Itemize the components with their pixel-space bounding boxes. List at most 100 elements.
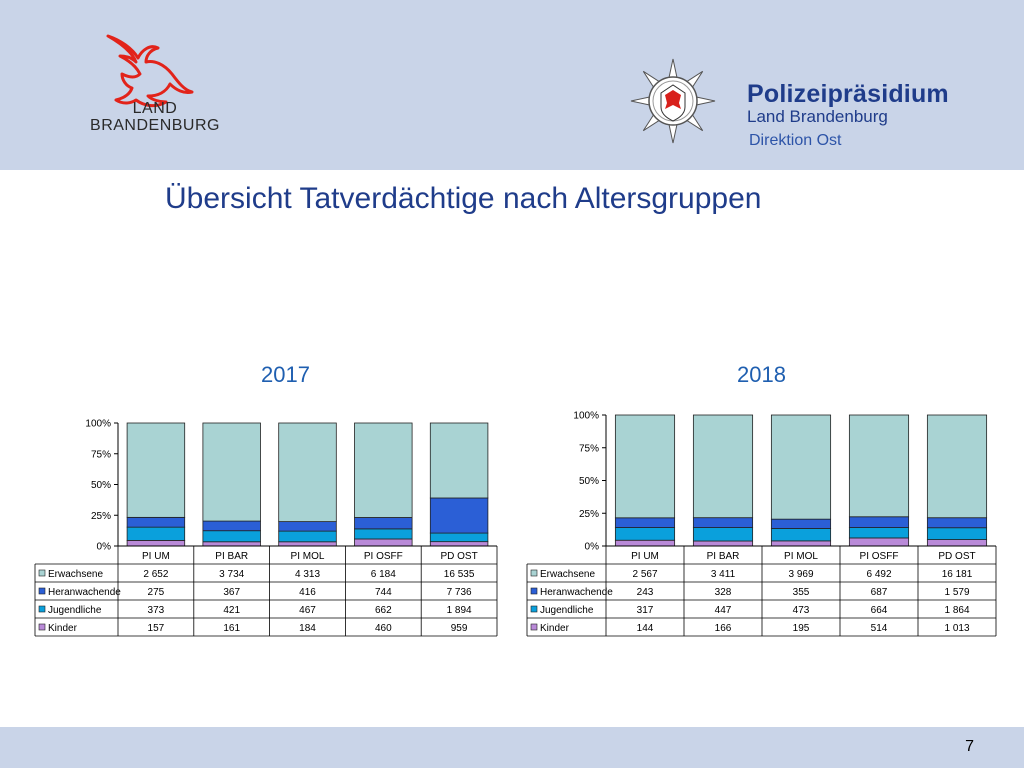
series-label: Kinder [48,623,78,634]
chart-2017-title: 2017 [261,362,310,387]
data-label: 6 492 [866,569,891,580]
data-label: 166 [715,623,732,634]
data-label: 373 [148,605,165,616]
footer-band [0,727,1024,768]
bar-segment-kinder-3 [354,538,413,547]
data-label: 664 [871,605,888,616]
y-tick-label: 50% [579,476,599,487]
bar-segment-heranwachende-3 [848,516,910,528]
data-label: 744 [375,587,392,598]
bar-segment-kinder-1 [692,540,754,547]
bar-segment-jugendliche-1 [692,527,754,542]
data-label: 4 313 [295,569,320,580]
y-tick-label: 50% [91,480,111,491]
legend-key-jugendliche [38,605,46,613]
bar-segment-erwachsene-0 [126,422,186,518]
bar-segment-kinder-2 [278,541,337,547]
category-label: PI MOL [784,551,818,562]
bar-segment-erwachsene-3 [354,422,413,518]
y-tick-label: 75% [91,449,111,460]
chart-2018-title: 2018 [737,362,786,387]
data-label: 2 652 [143,569,168,580]
legend-key-heranwachende [530,587,538,595]
bar-segment-kinder-0 [614,539,676,547]
y-tick-label: 0% [97,542,112,553]
y-tick-label: 25% [91,511,111,522]
series-label: Jugendliche [48,605,102,616]
bar-segment-heranwachende-4 [926,517,988,529]
series-label: Heranwachende [540,587,613,598]
bar-segment-jugendliche-3 [848,527,910,539]
bar-segment-heranwachende-3 [354,517,413,530]
chart-2017: 0% 25% 50% 75% 100% PI UM PI BAR PI MOL PI OSFF P… [34,419,498,637]
bar-segment-jugendliche-1 [202,530,261,543]
data-label: 161 [223,623,240,634]
legend-key-kinder [530,623,538,631]
bar-segment-kinder-4 [429,541,489,547]
bar-segment-kinder-1 [202,541,261,547]
data-label: 157 [148,623,165,634]
data-label: 16 181 [942,569,973,580]
data-label: 1 579 [944,587,969,598]
data-label: 416 [299,587,316,598]
bar-segment-jugendliche-0 [614,527,676,541]
data-label: 1 864 [944,605,969,616]
legend-key-heranwachende [38,587,46,595]
category-label: PI UM [142,551,170,562]
bar-segment-jugendliche-2 [278,530,337,543]
data-label: 2 567 [632,569,657,580]
data-label: 243 [637,587,654,598]
page-number: 7 [965,738,974,755]
data-label: 447 [715,605,732,616]
series-label: Erwachsene [48,569,103,580]
chart-2018: 0% 25% 50% 75% 100% PI UM PI BAR PI MOL PI OSFF P… [526,411,997,637]
bar-segment-heranwachende-2 [278,521,337,532]
category-label: PI OSFF [860,551,899,562]
bar-segment-erwachsene-3 [848,414,910,518]
data-label: 687 [871,587,888,598]
category-label: PI MOL [291,551,325,562]
y-tick-label: 100% [573,411,599,422]
category-label: PI OSFF [364,551,403,562]
bar-segment-kinder-0 [126,540,186,547]
police-star-icon [630,58,716,144]
category-label: PI BAR [215,551,248,562]
data-label: 275 [148,587,165,598]
bar-segment-heranwachende-1 [692,517,754,528]
series-label: Erwachsene [540,569,595,580]
data-label: 355 [793,587,810,598]
bar-segment-jugendliche-4 [926,527,988,540]
series-label: Heranwachende [48,587,121,598]
series-label: Jugendliche [540,605,594,616]
data-label: 467 [299,605,316,616]
bar-segment-kinder-3 [848,537,910,547]
bar-segment-jugendliche-4 [429,532,489,543]
y-tick-label: 75% [579,443,599,454]
data-label: 662 [375,605,392,616]
bar-segment-heranwachende-0 [126,516,186,528]
data-label: 3 734 [219,569,244,580]
y-tick-label: 0% [585,542,600,553]
brandenburg-eagle-logo [106,34,194,108]
data-label: 460 [375,623,392,634]
bar-segment-erwachsene-1 [692,414,754,519]
series-label: Kinder [540,623,570,634]
bar-segment-heranwachende-4 [429,497,489,534]
data-label: 473 [793,605,810,616]
bar-segment-heranwachende-0 [614,517,676,528]
data-label: 3 969 [788,569,813,580]
bar-segment-heranwachende-1 [202,520,261,532]
bar-segment-erwachsene-4 [429,422,489,499]
y-tick-label: 100% [85,419,111,430]
bar-segment-erwachsene-4 [926,414,988,519]
bar-segment-erwachsene-0 [614,414,676,519]
data-label: 421 [223,605,240,616]
data-label: 1 013 [944,623,969,634]
data-label: 1 894 [447,605,472,616]
police-subtitle: Land Brandenburg [747,107,888,126]
category-label: PI UM [631,551,659,562]
bar-segment-jugendliche-3 [354,528,413,540]
data-label: 144 [637,623,654,634]
y-tick-label: 25% [579,509,599,520]
bar-segment-kinder-4 [926,539,988,547]
